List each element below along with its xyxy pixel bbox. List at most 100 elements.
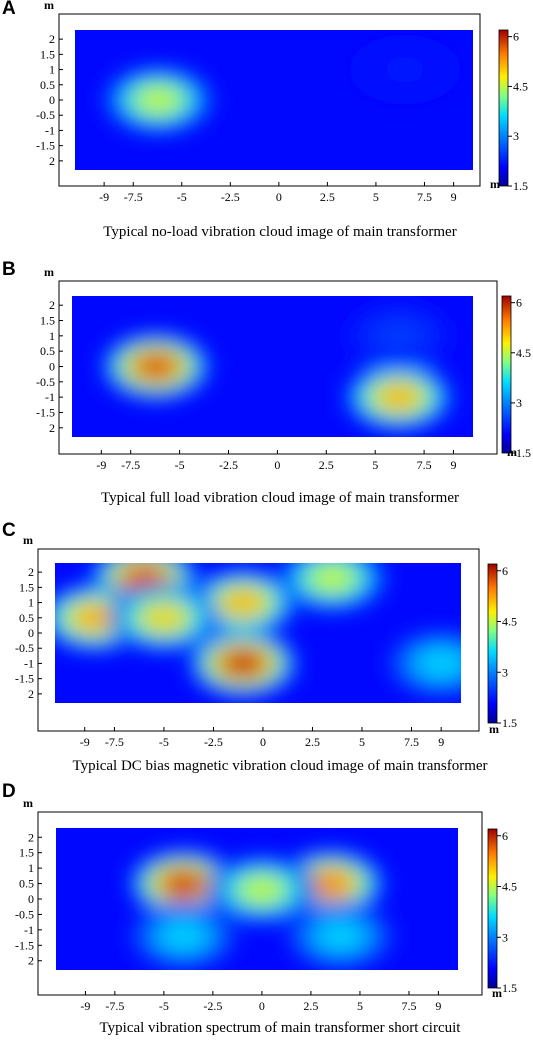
x-tick-label: -5 — [177, 190, 187, 204]
y-tick-label: 0.5 — [40, 344, 55, 358]
x-tick-label: 0 — [260, 735, 266, 749]
colorbar-tick-label: 3 — [502, 665, 508, 679]
hotspot-2-ring — [309, 870, 352, 897]
y-tick-label: 0.5 — [19, 611, 34, 625]
x-tick-label: 7.5 — [417, 190, 432, 204]
hotspot-4-ring — [142, 604, 185, 632]
colorbar — [501, 295, 512, 454]
x-unit-label: m — [507, 445, 517, 459]
caption-c: Typical DC bias magnetic vibration cloud… — [72, 758, 488, 774]
y-tick-label: 1.5 — [40, 47, 55, 61]
y-tick-label: -0.5 — [15, 907, 34, 921]
y-tick-label: 2 — [49, 32, 55, 46]
colorbar-tick-label: 4.5 — [502, 615, 517, 629]
y-tick-label: -1 — [45, 123, 55, 137]
hotspot-5-ring — [222, 650, 265, 677]
x-tick-label: 9 — [435, 999, 441, 1013]
x-tick-label: 0 — [274, 458, 280, 472]
y-tick-label: 2 — [49, 154, 55, 168]
y-tick-label: 1 — [28, 861, 34, 875]
y-tick-label: 0 — [28, 892, 34, 906]
hotspot-2-ring — [222, 589, 265, 616]
y-tick-label: -1 — [24, 923, 34, 937]
y-tick-label: 1 — [28, 596, 34, 610]
x-tick-label: -5 — [159, 999, 169, 1013]
y-tick-label: -1.5 — [36, 139, 55, 153]
colorbar-tick-label: 6 — [516, 296, 522, 310]
y-tick-label: -1.5 — [15, 938, 34, 952]
y-tick-label: 0.5 — [40, 78, 55, 92]
x-tick-label: 7.5 — [404, 735, 419, 749]
x-tick-label: 2.5 — [305, 735, 320, 749]
x-unit-label: m — [492, 986, 502, 1000]
colorbar-tick-label: 4.5 — [516, 346, 531, 360]
y-unit-label: m — [44, 0, 54, 12]
colorbar-tick-label: 1.5 — [502, 981, 517, 995]
panel-a: -9 -7.5 -5 -2.5 0 2.5 5 7.5 9 2 1.5 1 0.5 0 -0.5 -1 -1.5… — [0, 0, 533, 261]
y-tick-label: -0.5 — [36, 375, 55, 389]
x-tick-label: -7.5 — [105, 999, 124, 1013]
x-tick-label: -5 — [175, 458, 185, 472]
x-tick-label: -2.5 — [219, 458, 238, 472]
hotspot-7-ring — [420, 650, 461, 677]
y-tick-label: 2 — [49, 421, 55, 435]
hotspot-6-ring — [311, 564, 354, 592]
y-tick-label: 0 — [49, 360, 55, 374]
hotspot-2-ring — [377, 383, 420, 411]
hotspot-5-ring — [319, 922, 362, 950]
hotspot-1-ring — [137, 86, 180, 114]
x-tick-label: -9 — [80, 999, 90, 1013]
colorbar — [487, 563, 498, 724]
y-unit-label: m — [23, 796, 33, 810]
heatmap-field — [102, 34, 462, 135]
colorbar-tick-label: 3 — [516, 396, 522, 410]
y-unit-label: m — [44, 265, 54, 279]
x-tick-label: -9 — [80, 735, 90, 749]
hotspot-2-ring — [384, 56, 427, 83]
heatmap-field — [127, 848, 397, 970]
y-tick-label: 2 — [28, 830, 34, 844]
y-tick-label: 1 — [49, 63, 55, 77]
colorbar — [498, 29, 509, 187]
hotspot-1-ring — [135, 353, 178, 380]
y-tick-label: 1 — [49, 329, 55, 343]
caption-b: Typical full load vibration cloud image … — [100, 490, 459, 506]
colorbar-tick-label: 6 — [502, 829, 508, 843]
x-tick-label: 7.5 — [417, 458, 432, 472]
y-tick-label: 0 — [49, 93, 55, 107]
x-tick-label: 5 — [372, 458, 378, 472]
y-tick-label: -1.5 — [15, 672, 34, 686]
caption-a: Typical no-load vibration cloud image of… — [103, 224, 457, 240]
x-tick-label: 0 — [276, 190, 282, 204]
heatmap-field — [100, 300, 455, 433]
y-tick-label: 2 — [28, 565, 34, 579]
y-tick-label: -1 — [24, 656, 34, 670]
x-tick-label: 9 — [451, 190, 457, 204]
colorbar-tick-label: 6 — [502, 564, 508, 578]
x-tick-label: 0 — [259, 999, 265, 1013]
x-tick-label: -7.5 — [124, 190, 143, 204]
hotspot-4-ring — [162, 922, 205, 950]
x-tick-label: 9 — [438, 735, 444, 749]
x-unit-label: m — [489, 722, 499, 736]
x-tick-label: -2.5 — [204, 735, 223, 749]
y-tick-label: 0 — [28, 626, 34, 640]
y-tick-label: 2 — [28, 954, 34, 968]
heatmap-field — [55, 563, 461, 699]
x-tick-label: -7.5 — [121, 458, 140, 472]
hotspot-3-ring — [73, 604, 116, 632]
colorbar-tick-label: 1.5 — [513, 179, 528, 193]
x-tick-label: -7.5 — [105, 735, 124, 749]
panel-letter-c: C — [2, 520, 16, 541]
x-tick-label: -9 — [99, 190, 109, 204]
panel-letter-a: A — [2, 0, 16, 19]
y-tick-label: -0.5 — [15, 641, 34, 655]
x-tick-label: -9 — [96, 458, 106, 472]
colorbar-tick-label: 3 — [513, 129, 519, 143]
y-tick-label: -1 — [45, 390, 55, 404]
y-tick-label: 2 — [28, 687, 34, 701]
panel-d: -9 -7.5 -5 -2.5 0 2.5 5 7.5 9 2 1.5 1 0.5 0 -0.5 -1 -1.5… — [0, 781, 533, 1044]
x-tick-label: 2.5 — [303, 999, 318, 1013]
colorbar-tick-label: 4.5 — [513, 79, 528, 93]
x-tick-label: -2.5 — [221, 190, 240, 204]
